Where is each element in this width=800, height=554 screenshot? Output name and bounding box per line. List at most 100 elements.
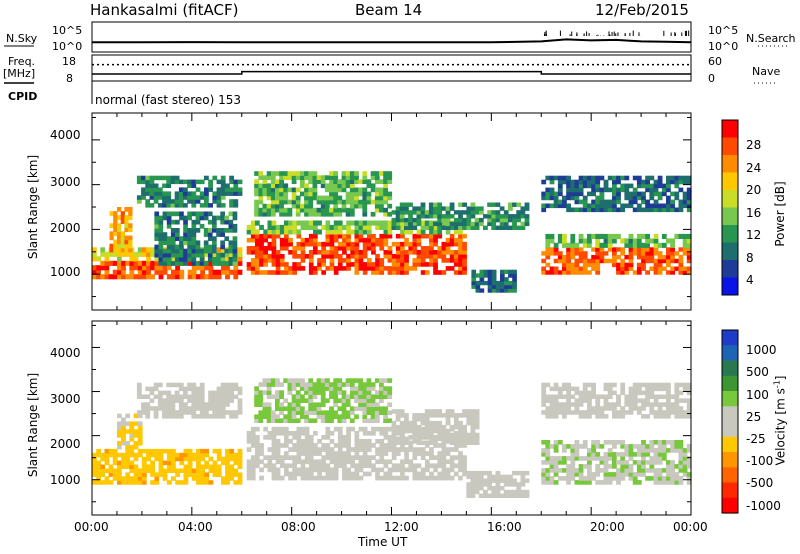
heat-cell — [462, 424, 467, 430]
heat-cell — [649, 444, 655, 449]
heat-cell — [549, 179, 555, 185]
heat-cell — [395, 258, 401, 263]
heat-cell — [649, 406, 655, 411]
heat-cell — [292, 229, 297, 235]
heat-cell — [362, 430, 368, 436]
heat-cell — [207, 252, 213, 258]
heat-cell — [337, 233, 343, 239]
heat-cell — [325, 443, 331, 448]
heat-cell — [632, 398, 638, 403]
heat-cell — [158, 232, 164, 237]
heat-cell — [458, 254, 463, 259]
heat-cell — [271, 258, 277, 263]
heat-cell — [187, 183, 192, 188]
heat-cell — [341, 398, 347, 403]
heat-cell — [284, 241, 289, 247]
heat-cell — [383, 418, 388, 423]
heat-cell — [296, 233, 302, 239]
heat-cell — [216, 252, 221, 258]
heat-cell — [358, 254, 364, 259]
heat-cell — [612, 262, 617, 268]
heat-cell — [636, 472, 642, 477]
heat-cell — [453, 221, 459, 227]
heat-cell — [250, 233, 256, 239]
heat-cell — [304, 199, 309, 205]
heat-cell — [445, 225, 451, 230]
nave-tick-bottom: 0 — [708, 72, 715, 85]
heat-cell — [628, 456, 634, 461]
heat-cell — [557, 460, 563, 465]
heat-cell — [445, 413, 451, 418]
heat-cell — [441, 455, 447, 460]
heat-cell — [162, 414, 167, 419]
heat-cell — [661, 476, 667, 481]
heat-cell — [317, 459, 322, 465]
heat-cell — [166, 414, 172, 419]
heat-cell — [133, 260, 139, 266]
heat-cell — [595, 175, 601, 181]
heat-cell — [270, 410, 276, 415]
power-cbar-swatch — [722, 120, 738, 138]
velocity-cbar-frame — [721, 329, 739, 514]
heat-cell — [670, 175, 675, 181]
heat-cell — [379, 426, 385, 432]
heat-cell — [321, 459, 326, 465]
heat-cell — [557, 255, 563, 260]
heat-cell — [574, 266, 580, 271]
heat-cell — [395, 246, 401, 251]
heat-cell — [616, 195, 621, 201]
heat-cell — [370, 406, 376, 411]
heat-cell — [146, 269, 151, 275]
heat-cell — [641, 468, 646, 473]
heat-cell — [383, 459, 389, 465]
heat-cell — [137, 472, 143, 477]
heat-cell — [666, 270, 671, 275]
heat-cell — [562, 444, 567, 449]
heat-cell — [284, 270, 289, 275]
heat-cell — [259, 258, 264, 263]
heat-cell — [562, 448, 567, 453]
heat-cell — [287, 382, 293, 387]
heat-cell — [570, 476, 576, 481]
heat-cell — [620, 382, 626, 388]
heat-cell — [199, 414, 205, 419]
heat-cell — [275, 443, 281, 448]
heat-cell — [566, 390, 571, 396]
heat-cell — [462, 463, 467, 469]
heat-cell — [358, 203, 363, 209]
heat-cell — [666, 207, 671, 213]
heat-cell — [117, 227, 122, 233]
heat-cell — [137, 429, 143, 434]
heat-cell — [433, 270, 438, 275]
heat-cell — [183, 236, 188, 241]
heat-cell — [250, 426, 256, 432]
heat-cell — [133, 468, 139, 473]
heat-cell — [587, 238, 592, 244]
heat-cell — [342, 266, 347, 271]
heat-cell — [462, 210, 467, 215]
heat-cell — [636, 262, 642, 268]
heat-cell — [216, 261, 221, 266]
heat-cell — [420, 214, 426, 219]
heat-cell — [628, 476, 634, 481]
heat-cell — [358, 439, 364, 444]
heat-cell — [612, 175, 617, 181]
heat-cell — [304, 447, 310, 452]
heat-cell — [313, 443, 318, 448]
heat-cell — [220, 386, 226, 392]
heat-cell — [279, 258, 285, 263]
heat-cell — [288, 224, 293, 230]
heat-cell — [263, 435, 268, 440]
heat-cell — [603, 468, 609, 473]
heat-cell — [258, 183, 264, 189]
heat-cell — [233, 187, 239, 192]
heat-cell — [449, 224, 455, 230]
heat-cell — [129, 468, 135, 473]
heat-cell — [203, 215, 209, 221]
heat-cell — [224, 261, 230, 266]
heat-cell — [312, 207, 318, 213]
heat-cell — [387, 443, 393, 448]
heat-cell — [150, 468, 155, 473]
heat-cell — [171, 476, 176, 481]
power-ytick-1000: 1000 — [50, 265, 81, 279]
